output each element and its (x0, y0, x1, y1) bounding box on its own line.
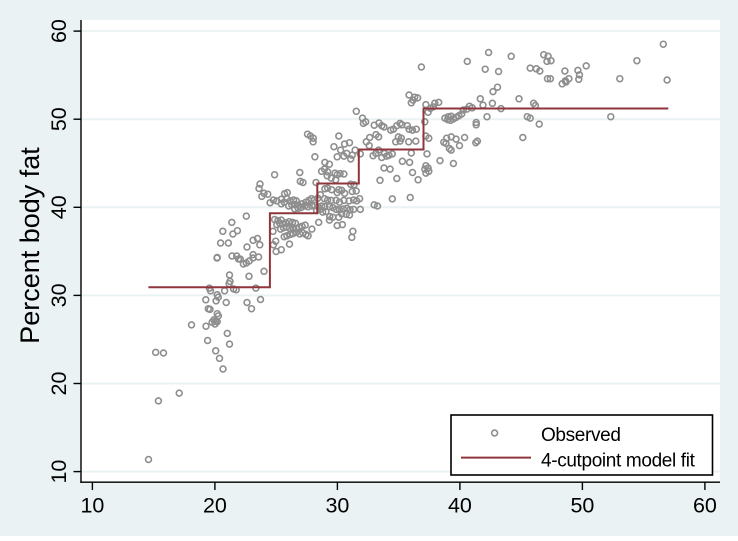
svg-text:Observed: Observed (541, 425, 621, 446)
svg-text:4-cutpoint model fit: 4-cutpoint model fit (541, 451, 696, 472)
svg-text:40: 40 (47, 195, 71, 219)
svg-text:20: 20 (203, 494, 227, 518)
svg-text:60: 60 (693, 494, 717, 518)
svg-text:50: 50 (47, 107, 71, 131)
svg-text:50: 50 (570, 494, 594, 518)
svg-text:Percent body fat: Percent body fat (15, 147, 45, 344)
svg-text:10: 10 (47, 460, 71, 484)
svg-text:30: 30 (325, 494, 349, 518)
svg-text:60: 60 (47, 19, 71, 43)
svg-text:20: 20 (47, 372, 71, 396)
svg-text:40: 40 (448, 494, 472, 518)
svg-text:30: 30 (47, 283, 71, 307)
svg-text:10: 10 (80, 494, 104, 518)
